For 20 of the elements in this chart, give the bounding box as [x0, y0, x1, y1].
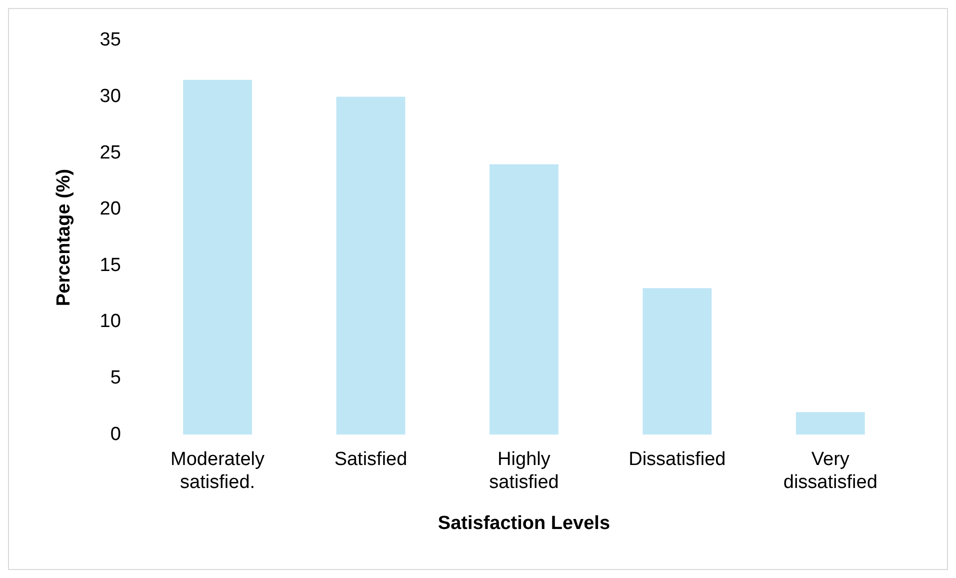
y-axis-title: Percentage (%)	[54, 168, 75, 306]
y-tick-label: 15	[100, 254, 121, 276]
bar	[642, 288, 712, 435]
bar	[336, 96, 406, 435]
x-tick-label: Satisfied	[334, 449, 408, 470]
bar	[183, 80, 252, 435]
x-tick-label: Very dissatisfied	[783, 449, 878, 494]
y-tick-label: 5	[110, 368, 121, 389]
x-tick-label: Moderately satisfied.	[170, 449, 266, 494]
y-tick-label: 0	[110, 424, 121, 445]
y-tick-label: 35	[100, 30, 121, 51]
x-tick-label: Dissatisfied	[628, 449, 726, 470]
x-tick-label: Highly satisfied	[489, 449, 559, 494]
y-tick-label: 10	[100, 311, 121, 332]
y-tick-label: 20	[100, 198, 121, 220]
bar	[796, 412, 865, 435]
x-axis-title: Satisfaction Levels	[438, 512, 610, 534]
bar	[489, 164, 558, 435]
y-tick-label: 30	[100, 86, 121, 107]
y-tick-label: 25	[100, 142, 121, 164]
